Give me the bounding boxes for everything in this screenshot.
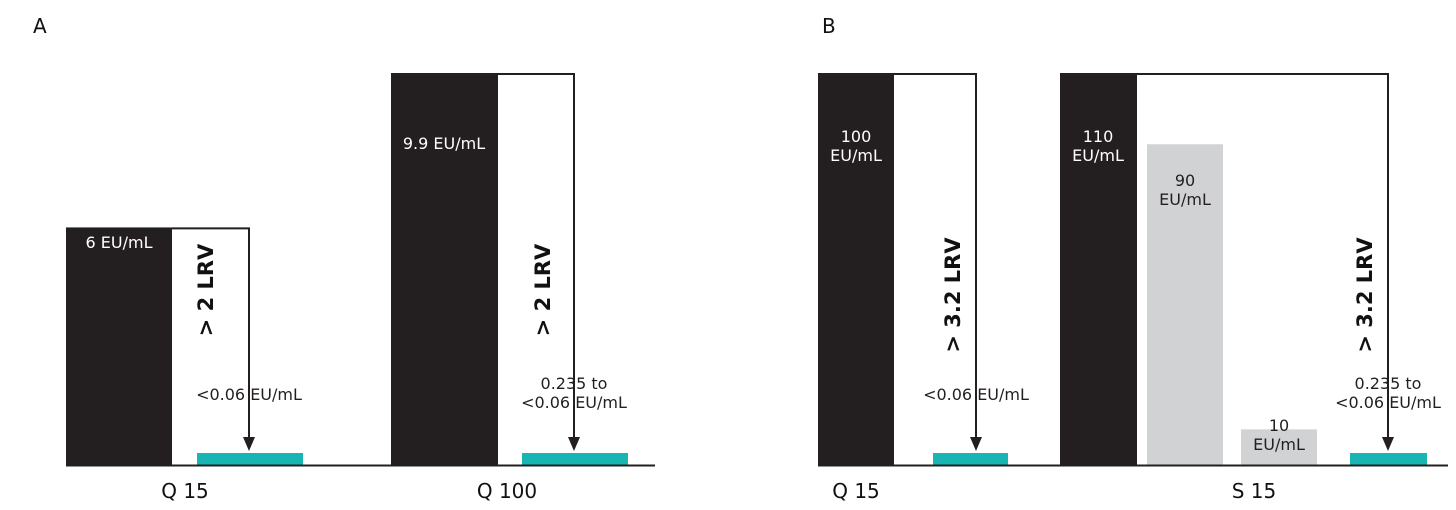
category-label: Q 15 [161, 479, 209, 503]
intermediate-value-label: EU/mL [1159, 190, 1211, 209]
permeate-bar [933, 453, 1008, 465]
category-label: S 15 [1232, 479, 1277, 503]
intermediate-bar [1147, 144, 1223, 466]
feed-value-label: 100 [841, 127, 872, 146]
feed-bar [66, 227, 172, 465]
down-arrow-icon [1382, 437, 1394, 451]
feed-bar [1060, 73, 1137, 465]
permeate-value-label: 0.235 to [541, 374, 608, 393]
category-label: Q 100 [477, 479, 537, 503]
permeate-value-label: <0.06 EU/mL [923, 385, 1029, 404]
intermediate-value-label: 90 [1175, 171, 1195, 190]
permeate-value-label: <0.06 EU/mL [521, 393, 627, 412]
intermediate-value-label: 10 [1269, 416, 1289, 435]
category-label: Q 15 [832, 479, 880, 503]
reduction-bracket [498, 73, 575, 439]
permeate-value-label: <0.06 EU/mL [1335, 393, 1441, 412]
permeate-value-label: 0.235 to [1355, 374, 1422, 393]
down-arrow-icon [243, 437, 255, 451]
reduction-bracket [1137, 73, 1389, 439]
permeate-bar [1350, 453, 1427, 465]
lrv-label: > 2 LRV [531, 243, 555, 336]
feed-bar [391, 73, 498, 465]
panel-label: B [822, 14, 836, 38]
feed-value-label: EU/mL [1072, 146, 1124, 165]
feed-value-label: 6 EU/mL [86, 233, 153, 252]
down-arrow-icon [568, 437, 580, 451]
lrv-label: > 3.2 LRV [1353, 237, 1377, 353]
lrv-label: > 2 LRV [194, 243, 218, 336]
panel-label: A [33, 14, 47, 38]
intermediate-value-label: EU/mL [1253, 435, 1305, 454]
intermediate-bar [1241, 429, 1317, 465]
permeate-bar [522, 453, 628, 465]
reduction-bracket [172, 227, 250, 439]
feed-value-label: 9.9 EU/mL [403, 134, 485, 153]
feed-bar [818, 73, 894, 465]
lrv-label: > 3.2 LRV [941, 237, 965, 353]
permeate-value-label: <0.06 EU/mL [196, 385, 302, 404]
feed-value-label: EU/mL [830, 146, 882, 165]
feed-value-label: 110 [1083, 127, 1114, 146]
down-arrow-icon [970, 437, 982, 451]
reduction-bracket [894, 73, 977, 439]
permeate-bar [197, 453, 303, 465]
